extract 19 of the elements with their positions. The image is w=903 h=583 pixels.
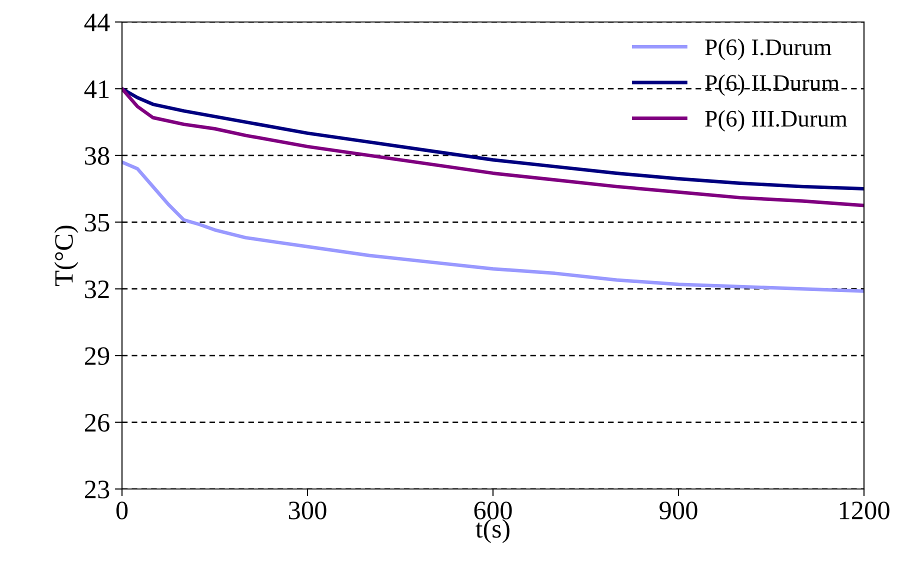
y-tick-label: 41 [84,80,109,98]
x-axis-title: t(s) [476,519,510,544]
y-tick-label: 29 [84,347,110,365]
x-tick-label: 600 [474,502,512,520]
legend-label: P(6) III.Durum [705,110,848,132]
y-axis-title: T(°C) [54,226,78,286]
y-tick-label: 26 [84,414,110,432]
line-series [122,160,864,293]
y-tick-label: 23 [84,480,110,498]
y-tick-label: 35 [85,214,110,232]
x-tick-label: 900 [660,502,698,520]
x-tick-label: 0 [116,502,128,520]
legend-label: P(6) II.Durum [705,74,840,96]
legend-label: P(6) I.Durum [705,38,832,60]
x-tick-label: 300 [288,502,326,520]
y-tick-label: 44 [84,14,110,32]
x-tick-label: 1200 [840,502,890,520]
y-tick-label: 38 [85,147,110,165]
y-tick-label: 32 [85,280,109,298]
